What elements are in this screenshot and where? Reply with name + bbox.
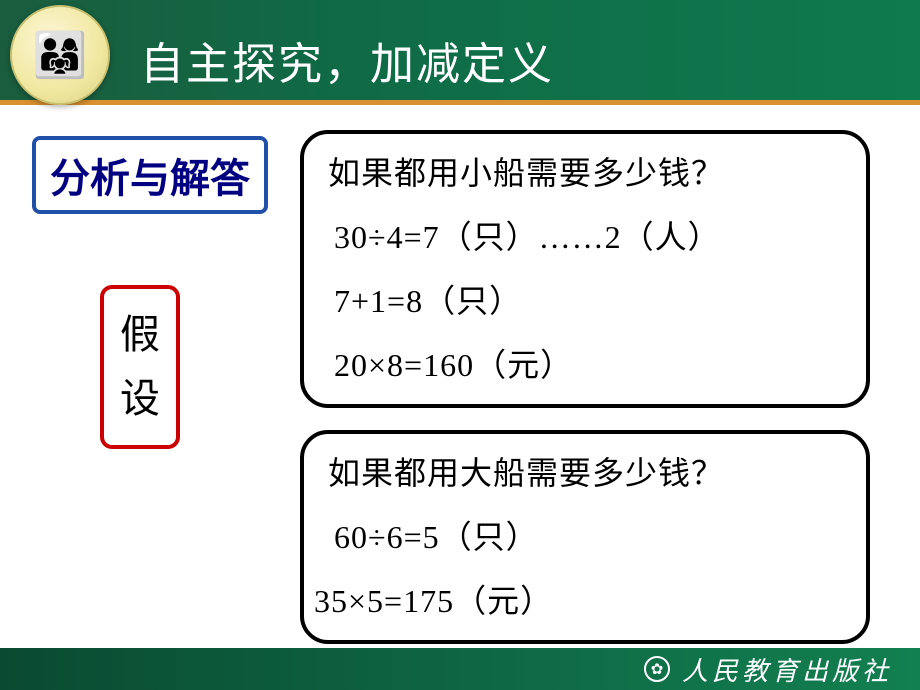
header-accent-line [0,100,920,105]
small-boat-eq1: 30÷4=7（只）……2（人） [328,212,846,258]
analysis-label: 分析与解答 [50,156,250,201]
small-boat-question: 如果都用小船需要多少钱？ [328,148,846,194]
hypothesis-box: 假 设 [100,285,180,449]
publisher-name: 人民教育出版社 [682,651,892,688]
hypothesis-char2: 设 [112,367,168,431]
logo-art: 👨‍👩‍👧 [33,29,88,81]
header-band: 👨‍👩‍👧 自主探究，加减定义 [0,0,920,105]
slide-title: 自主探究，加减定义 [140,28,554,92]
small-boat-box: 如果都用小船需要多少钱？ 30÷4=7（只）……2（人） 7+1=8（只） 20… [300,130,870,408]
publisher-logo-icon: ✿ [644,656,670,682]
small-boat-eq3: 20×8=160（元） [328,340,846,386]
footer-bar: ✿ 人民教育出版社 [0,648,920,690]
hypothesis-char1: 假 [112,303,168,367]
big-boat-eq1: 60÷6=5（只） [328,512,846,558]
big-boat-question: 如果都用大船需要多少钱？ [328,448,846,494]
big-boat-eq2: 35×5=175（元） [314,576,846,622]
big-boat-box: 如果都用大船需要多少钱？ 60÷6=5（只） 35×5=175（元） [300,430,870,644]
logo-circle: 👨‍👩‍👧 [10,5,110,105]
analysis-box: 分析与解答 [32,136,268,214]
small-boat-eq2: 7+1=8（只） [328,276,846,322]
